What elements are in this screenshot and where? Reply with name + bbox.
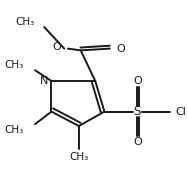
Text: O: O	[53, 42, 61, 52]
Text: O: O	[133, 76, 142, 86]
Text: CH₃: CH₃	[5, 60, 24, 70]
Text: CH₃: CH₃	[5, 125, 24, 135]
Text: O: O	[133, 137, 142, 147]
Text: Cl: Cl	[176, 107, 186, 117]
Text: N: N	[40, 76, 49, 86]
Text: S: S	[134, 105, 141, 118]
Text: CH₃: CH₃	[16, 17, 35, 27]
Text: O: O	[116, 44, 125, 54]
Text: CH₃: CH₃	[69, 152, 89, 162]
